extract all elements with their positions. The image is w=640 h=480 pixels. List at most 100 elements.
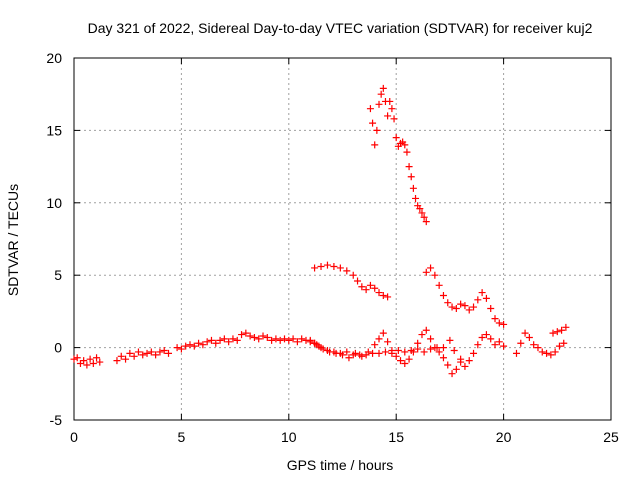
data-point	[276, 336, 284, 344]
data-point	[491, 341, 499, 349]
data-point	[354, 277, 362, 285]
data-point	[450, 346, 458, 354]
data-point	[448, 303, 456, 311]
data-point	[414, 345, 422, 353]
data-point	[212, 339, 220, 347]
y-tick-label: 10	[46, 195, 62, 211]
data-point	[470, 349, 478, 357]
data-point	[487, 335, 495, 343]
data-point	[461, 362, 469, 370]
data-point	[375, 335, 383, 343]
data-point	[160, 346, 168, 354]
data-point	[562, 323, 570, 331]
data-point	[130, 352, 138, 360]
data-point	[93, 354, 101, 362]
data-point	[182, 342, 190, 350]
data-point	[495, 338, 503, 346]
data-point	[495, 319, 503, 327]
data-point	[220, 335, 228, 343]
data-point	[229, 335, 237, 343]
data-point	[407, 173, 415, 181]
data-point	[113, 357, 121, 365]
data-point	[551, 348, 559, 356]
data-point	[482, 331, 490, 339]
data-point	[446, 336, 454, 344]
data-point	[549, 329, 557, 337]
data-point	[422, 268, 430, 276]
data-point	[272, 335, 280, 343]
data-point	[444, 299, 452, 307]
data-point	[465, 306, 473, 314]
data-point	[177, 345, 185, 353]
data-point	[396, 357, 404, 365]
data-point	[80, 357, 88, 365]
series-secondary-track	[311, 336, 465, 363]
data-point	[474, 296, 482, 304]
data-point	[362, 286, 370, 294]
data-point	[349, 271, 357, 279]
data-point	[285, 336, 293, 344]
data-point	[420, 213, 428, 221]
data-point	[203, 338, 211, 346]
data-point	[405, 163, 413, 171]
data-point	[311, 339, 319, 347]
data-point	[452, 305, 460, 313]
data-point	[366, 105, 374, 113]
data-point	[242, 329, 250, 337]
data-point	[186, 341, 194, 349]
data-point	[250, 333, 258, 341]
data-point	[409, 184, 417, 192]
data-point	[356, 351, 364, 359]
data-point	[343, 267, 351, 275]
data-point	[538, 348, 546, 356]
data-point	[238, 331, 246, 339]
data-point	[521, 329, 529, 337]
x-tick-label: 5	[178, 429, 186, 445]
data-point	[281, 335, 289, 343]
data-point	[311, 264, 319, 272]
data-point	[444, 361, 452, 369]
data-point	[96, 358, 104, 366]
x-tick-label: 10	[281, 429, 297, 445]
data-point	[268, 336, 276, 344]
x-axis-label: GPS time / hours	[287, 457, 394, 473]
data-point	[452, 365, 460, 373]
data-point	[525, 333, 533, 341]
data-point	[448, 370, 456, 378]
data-point	[401, 360, 409, 368]
data-point	[362, 351, 370, 359]
series-upper-spike	[366, 84, 430, 226]
data-point	[323, 261, 331, 269]
data-point	[89, 360, 97, 368]
data-point	[139, 351, 147, 359]
data-point	[534, 344, 542, 352]
data-point	[83, 361, 91, 369]
data-point	[143, 349, 151, 357]
y-tick-label: 5	[54, 267, 62, 283]
data-point	[401, 348, 409, 356]
data-point	[553, 328, 561, 336]
data-point	[323, 346, 331, 354]
data-point	[517, 339, 525, 347]
data-point	[461, 302, 469, 310]
data-point	[375, 100, 383, 108]
data-point	[165, 349, 173, 357]
data-point	[418, 331, 426, 339]
data-point	[388, 349, 396, 357]
data-point	[403, 148, 411, 156]
data-point	[435, 348, 443, 356]
data-point	[388, 105, 396, 113]
y-tick-label: 15	[46, 122, 62, 138]
data-point	[381, 348, 389, 356]
data-point	[336, 264, 344, 272]
data-point	[433, 344, 441, 352]
data-point	[427, 264, 435, 272]
data-point	[343, 348, 351, 356]
data-point	[422, 326, 430, 334]
data-point	[259, 332, 267, 340]
data-point	[392, 352, 400, 360]
data-point	[555, 342, 563, 350]
data-point	[317, 263, 325, 271]
data-point	[152, 351, 160, 359]
data-point	[199, 341, 207, 349]
